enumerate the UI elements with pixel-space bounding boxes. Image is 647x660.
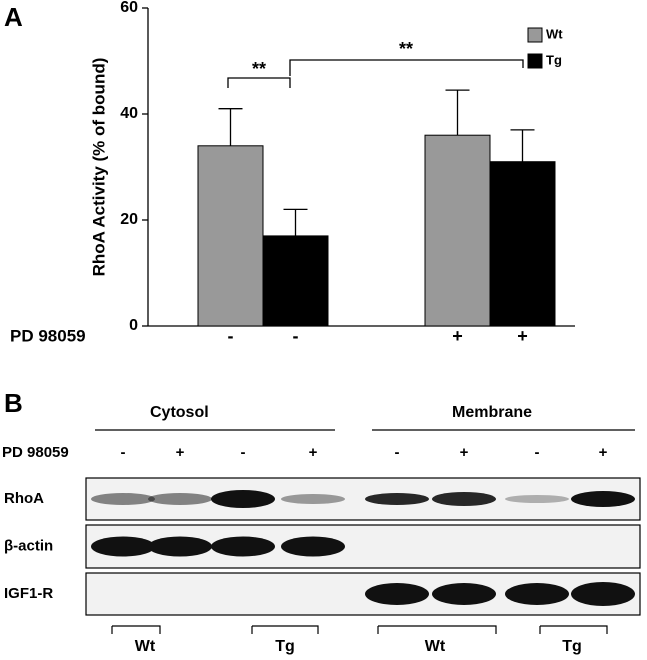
genotype: Wt <box>425 638 446 655</box>
genotype: Tg <box>275 638 295 655</box>
blot-label: PD 98059 <box>2 444 69 461</box>
error-bar <box>283 208 308 236</box>
band <box>571 582 635 606</box>
error-bar <box>510 129 535 162</box>
significance: ** <box>399 39 413 59</box>
legend-swatch <box>527 53 543 69</box>
band <box>365 583 429 605</box>
band <box>91 493 155 505</box>
panel-label: A <box>4 2 23 32</box>
error-bar <box>218 108 243 146</box>
band <box>211 490 275 508</box>
y-tick-label: 60 <box>120 0 138 16</box>
row-label: β-actin <box>4 537 53 554</box>
significance-bracket <box>227 77 291 88</box>
error-bar <box>445 89 470 136</box>
legend-swatch <box>527 27 543 43</box>
bracket <box>251 625 319 634</box>
panel-label: B <box>4 388 23 418</box>
significance: ** <box>252 59 266 79</box>
bracket <box>539 625 608 634</box>
treatment: + <box>176 444 185 461</box>
genotype: Tg <box>562 638 582 655</box>
treatment: - <box>121 444 126 461</box>
y-tick-label: 40 <box>120 105 138 122</box>
x-tick-label: + <box>452 326 463 346</box>
band <box>505 495 569 503</box>
blot-label: Cytosol <box>150 404 209 421</box>
band <box>148 536 212 557</box>
treatment: - <box>241 444 246 461</box>
band <box>91 536 155 557</box>
band <box>571 491 635 507</box>
blot-label: Membrane <box>452 404 532 421</box>
bar <box>197 145 264 327</box>
treatment: + <box>460 444 469 461</box>
treatment: + <box>309 444 318 461</box>
legend-label: Tg <box>546 52 562 67</box>
treatment: - <box>395 444 400 461</box>
genotype: Wt <box>135 638 156 655</box>
y-axis-label: RhoA Activity (% of bound) <box>89 58 108 277</box>
bar <box>262 235 329 327</box>
band <box>211 536 275 557</box>
x-tick-label: + <box>517 326 528 346</box>
y-tick-label: 0 <box>129 317 138 334</box>
band <box>365 493 429 505</box>
bracket <box>111 625 161 634</box>
band <box>281 494 345 504</box>
x-axis-label: PD 98059 <box>10 326 86 345</box>
bar <box>424 134 491 327</box>
y-tick-label: 20 <box>120 211 138 228</box>
row-label: IGF1-R <box>4 585 53 602</box>
bar <box>489 161 556 327</box>
band <box>281 536 345 557</box>
band <box>432 492 496 506</box>
significance-bracket <box>289 59 524 76</box>
treatment: - <box>535 444 540 461</box>
bracket <box>377 625 497 634</box>
row-label: RhoA <box>4 490 44 507</box>
treatment: + <box>599 444 608 461</box>
band <box>148 493 212 505</box>
band <box>432 583 496 605</box>
x-tick-label: - <box>293 326 299 346</box>
band <box>505 583 569 605</box>
legend-label: Wt <box>546 26 563 41</box>
x-tick-label: - <box>228 326 234 346</box>
